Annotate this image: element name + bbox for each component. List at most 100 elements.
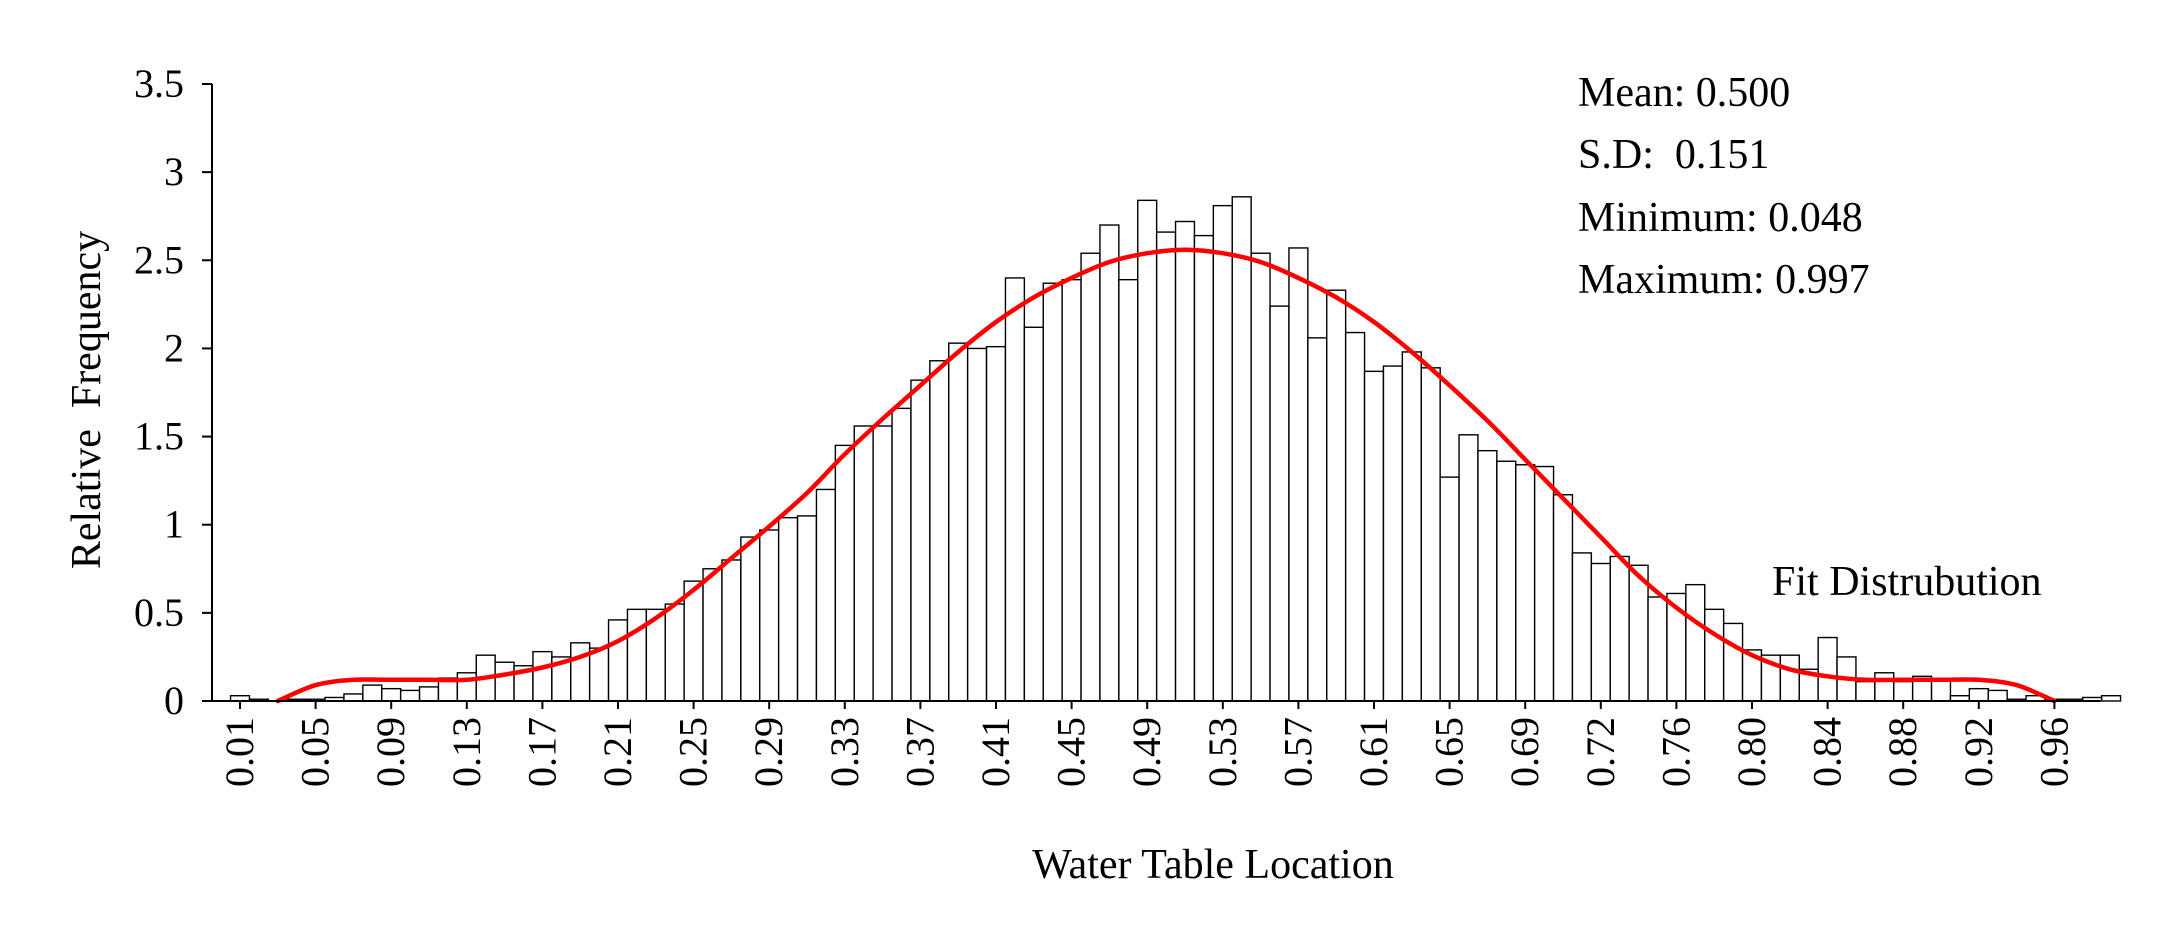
- x-tick-label: 0.72: [1578, 717, 1623, 787]
- x-tick-label: 0.65: [1427, 717, 1472, 787]
- stats-annotation: Mean: 0.500 S.D: 0.151 Minimum: 0.048 Ma…: [1578, 70, 1870, 303]
- histogram-bar: [1231, 196, 1252, 702]
- histogram-bar: [1552, 494, 1574, 702]
- histogram-bar: [721, 559, 742, 702]
- histogram-bar: [1174, 220, 1196, 702]
- histogram-bar: [891, 407, 912, 702]
- histogram-bar: [1722, 622, 1744, 702]
- histogram-bar: [759, 529, 780, 702]
- histogram-bar: [1855, 680, 1876, 702]
- histogram-bar: [1307, 337, 1328, 702]
- histogram-bar: [532, 650, 553, 702]
- histogram-bar: [1628, 564, 1649, 702]
- x-tick-label: 0.09: [368, 717, 413, 787]
- histogram-bar: [607, 619, 629, 702]
- x-tick-label: 0.33: [822, 717, 867, 787]
- histogram-bar: [1685, 583, 1706, 702]
- histogram-bar: [872, 425, 893, 702]
- x-tick-label: 0.53: [1200, 717, 1245, 787]
- histogram-bar: [777, 516, 799, 702]
- x-axis-ticks: 0.01 0.05 0.09 0.13 0.17 0.21 0.25 0.29 0.33 0.37…: [217, 701, 2076, 787]
- histogram-bar: [399, 689, 421, 702]
- histogram-bar: [1647, 596, 1668, 702]
- histogram-bar: [985, 345, 1007, 702]
- histogram-bar: [1155, 231, 1177, 702]
- histogram-bar: [1515, 464, 1536, 702]
- histogram-bars: [229, 196, 2122, 702]
- histogram-bar: [494, 661, 515, 702]
- y-tick-label: 2: [164, 325, 184, 370]
- histogram-bar: [1363, 370, 1385, 702]
- histogram-bar: [702, 568, 723, 702]
- y-tick-label: 1.5: [134, 414, 184, 459]
- x-tick-label: 0.80: [1729, 717, 1774, 787]
- y-tick-label: 0.5: [134, 590, 184, 635]
- histogram-bar: [418, 686, 440, 702]
- x-tick-label: 0.96: [2031, 717, 2076, 787]
- histogram-bar: [626, 608, 648, 702]
- x-tick-label: 0.88: [1880, 717, 1925, 787]
- histogram-bar: [1439, 476, 1460, 702]
- histogram-bar: [1533, 465, 1555, 702]
- histogram-bar: [1269, 305, 1290, 702]
- x-tick-label: 0.45: [1049, 717, 1094, 787]
- histogram-bar: [1704, 608, 1725, 702]
- histogram-bar: [1118, 278, 1139, 702]
- x-tick-label: 0.49: [1124, 717, 1169, 787]
- histogram-bar: [683, 580, 704, 702]
- histogram-bar: [834, 444, 855, 702]
- histogram-bar: [1987, 689, 2008, 702]
- histogram-bar: [1458, 434, 1479, 702]
- histogram-bar: [1477, 449, 1498, 702]
- x-tick-label: 0.69: [1502, 717, 1547, 787]
- histogram-bar: [1893, 680, 1914, 702]
- x-tick-label: 0.29: [746, 717, 791, 787]
- y-tick-label: 3.5: [134, 61, 184, 106]
- histogram-bar: [381, 687, 402, 702]
- y-tick-label: 3: [164, 149, 184, 194]
- histogram-bar: [362, 684, 383, 702]
- x-tick-label: 0.76: [1653, 717, 1698, 787]
- histogram-bar: [664, 603, 685, 702]
- histogram-bar: [1382, 365, 1404, 702]
- histogram-bar: [1004, 277, 1026, 702]
- fit-distribution-curve: [275, 247, 2057, 704]
- histogram-bar: [1779, 654, 1800, 702]
- histogram-bar: [740, 536, 761, 702]
- histogram-bar: [1326, 289, 1347, 702]
- histogram-bar: [570, 642, 591, 702]
- axes: [211, 84, 2100, 702]
- histogram-bar: [796, 515, 818, 702]
- histogram-bar: [1288, 247, 1309, 702]
- histogram-bar: [1061, 278, 1082, 702]
- y-tick-label: 2.5: [134, 237, 184, 282]
- x-tick-label: 0.84: [1805, 717, 1850, 787]
- histogram-bar: [1401, 351, 1422, 702]
- y-tick-label: 1: [164, 502, 184, 547]
- histogram-bar: [1137, 199, 1158, 702]
- fit-distribution-label: Fit Distrubution: [1772, 559, 2042, 605]
- histogram-bar: [929, 360, 950, 702]
- x-tick-label: 0.37: [897, 717, 942, 787]
- x-tick-label: 0.01: [217, 717, 262, 787]
- histogram-bar: [1099, 224, 1120, 702]
- histogram-bar: [910, 379, 931, 702]
- histogram-bar: [1023, 326, 1044, 702]
- stat-sd: S.D: 0.151: [1578, 132, 1769, 178]
- histogram-bar: [1874, 672, 1895, 702]
- x-tick-label: 0.61: [1351, 717, 1396, 787]
- histogram-bar: [1212, 204, 1233, 702]
- histogram-bar: [948, 342, 969, 702]
- histogram-bar: [1250, 252, 1271, 702]
- stat-maximum: Maximum: 0.997: [1578, 257, 1870, 303]
- x-tick-label: 0.92: [1956, 717, 2001, 787]
- histogram-bar: [966, 347, 988, 702]
- histogram-bar: [1817, 636, 1838, 702]
- histogram-bar: [1930, 679, 1952, 702]
- histogram-bar: [1571, 552, 1593, 702]
- x-tick-label: 0.21: [595, 717, 640, 787]
- histogram-bar: [815, 488, 837, 702]
- x-tick-label: 0.57: [1275, 717, 1320, 787]
- stat-minimum: Minimum: 0.048: [1578, 195, 1863, 241]
